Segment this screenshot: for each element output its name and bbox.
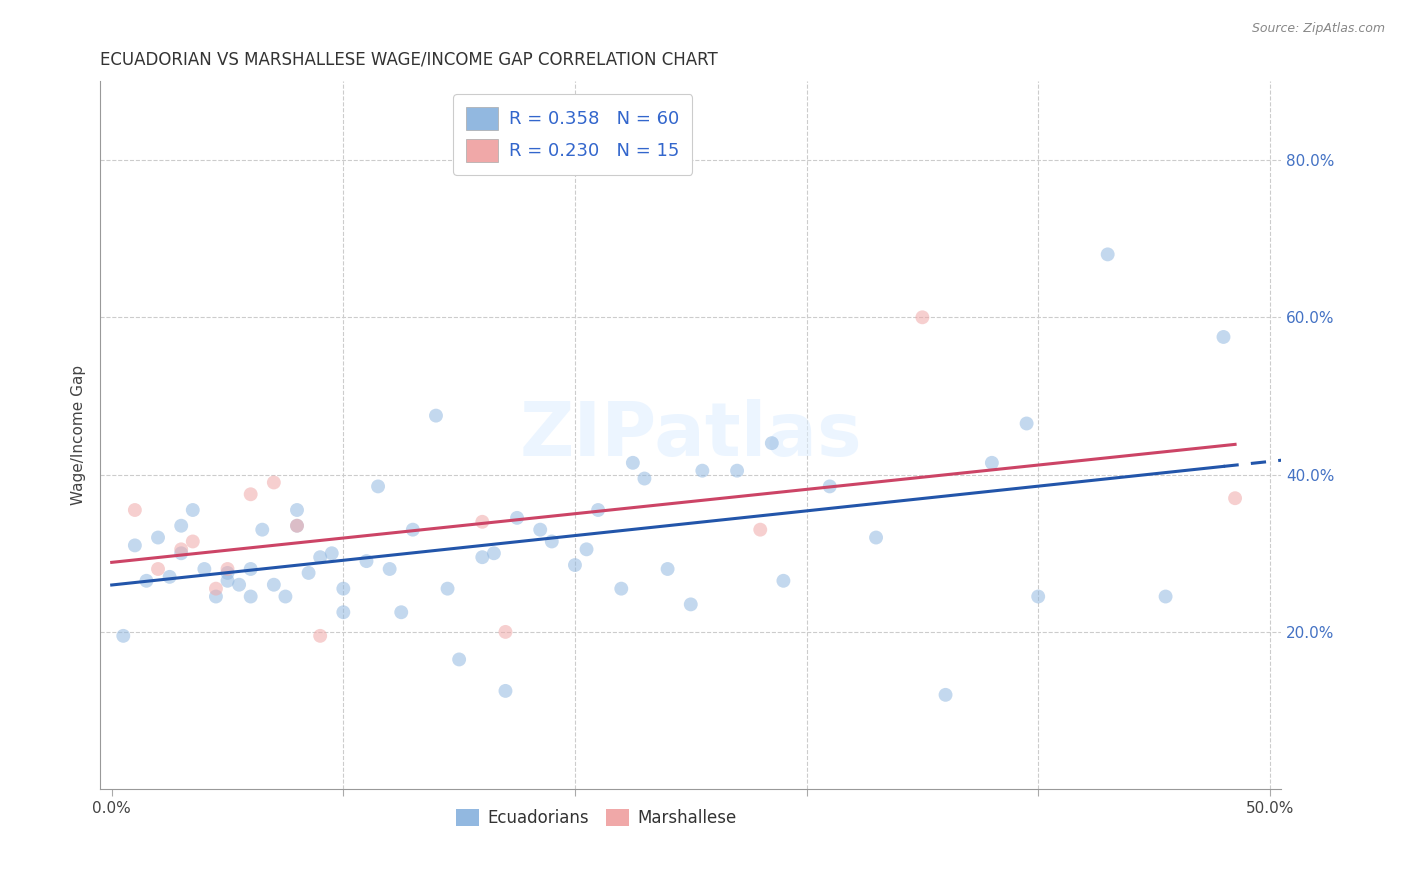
Point [506,511,529,525]
Point [263,475,285,490]
Point [865,531,887,545]
Point [1097,247,1119,261]
Point [1212,330,1234,344]
Point [436,582,458,596]
Point [586,503,609,517]
Point [1026,590,1049,604]
Legend: Ecuadorians, Marshallese: Ecuadorians, Marshallese [449,803,744,834]
Point [170,518,193,533]
Point [911,310,934,325]
Text: ECUADORIAN VS MARSHALLESE WAGE/INCOME GAP CORRELATION CHART: ECUADORIAN VS MARSHALLESE WAGE/INCOME GA… [100,51,718,69]
Point [332,582,354,596]
Point [495,684,517,698]
Point [621,456,644,470]
Point [217,574,239,588]
Point [285,518,308,533]
Point [181,534,204,549]
Point [239,562,262,576]
Point [228,578,250,592]
Point [285,518,308,533]
Point [170,546,193,560]
Point [482,546,505,560]
Point [564,558,586,572]
Point [356,554,378,568]
Point [124,538,146,552]
Point [402,523,425,537]
Point [252,523,274,537]
Point [146,531,169,545]
Point [749,523,772,537]
Point [692,464,714,478]
Point [529,523,551,537]
Point [657,562,679,576]
Point [389,605,412,619]
Point [575,542,598,557]
Point [124,503,146,517]
Point [159,570,181,584]
Point [367,479,389,493]
Point [495,624,517,639]
Point [610,582,633,596]
Point [170,542,193,557]
Y-axis label: Wage/Income Gap: Wage/Income Gap [72,365,86,506]
Point [1015,417,1038,431]
Point [112,629,135,643]
Point [772,574,794,588]
Point [321,546,343,560]
Point [425,409,447,423]
Point [471,515,494,529]
Point [679,598,702,612]
Text: Source: ZipAtlas.com: Source: ZipAtlas.com [1251,22,1385,36]
Point [935,688,957,702]
Point [146,562,169,576]
Point [193,562,215,576]
Point [309,550,332,565]
Point [818,479,841,493]
Text: ZIPatlas: ZIPatlas [519,399,862,472]
Point [181,503,204,517]
Point [449,652,471,666]
Point [297,566,319,580]
Point [205,590,228,604]
Point [540,534,562,549]
Point [285,503,308,517]
Point [309,629,332,643]
Point [217,562,239,576]
Point [205,582,228,596]
Point [378,562,401,576]
Point [471,550,494,565]
Point [217,566,239,580]
Point [274,590,297,604]
Point [1154,590,1177,604]
Point [725,464,748,478]
Point [633,471,655,485]
Point [263,578,285,592]
Point [1223,491,1246,506]
Point [239,487,262,501]
Point [332,605,354,619]
Point [135,574,157,588]
Point [980,456,1002,470]
Point [761,436,783,450]
Point [239,590,262,604]
